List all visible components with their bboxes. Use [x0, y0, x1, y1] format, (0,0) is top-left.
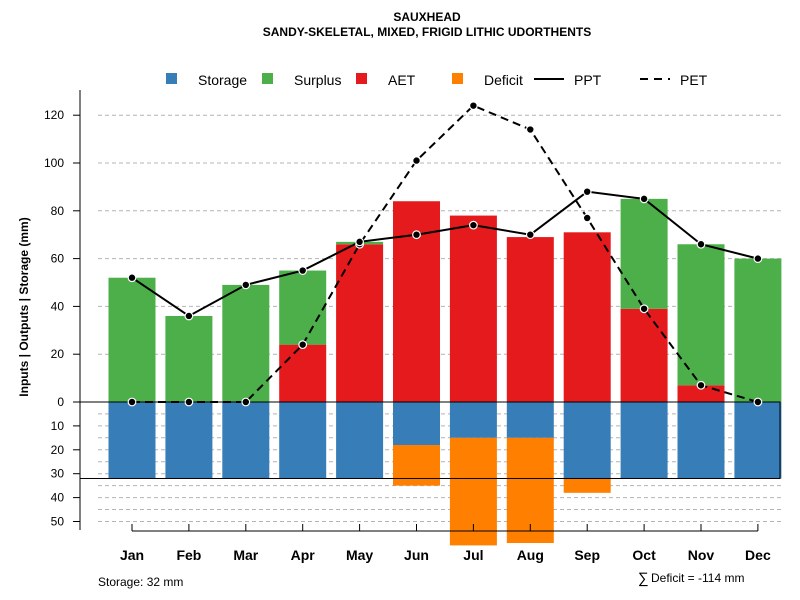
surplus-bar: [222, 284, 270, 402]
legend-swatch-surplus: [262, 73, 273, 84]
x-tick-label: Feb: [176, 547, 201, 563]
ppt-line: [131, 190, 759, 318]
aet-bar: [506, 237, 554, 402]
sum-icon: ∑: [638, 570, 649, 587]
storage-bar: [677, 402, 725, 479]
legend-swatch-aet: [356, 73, 367, 84]
aet-bar: [620, 308, 668, 402]
storage-bar: [449, 402, 497, 438]
storage-bar: [222, 402, 270, 479]
deficit-note: Deficit = -114 mm: [651, 571, 744, 585]
x-tick-label: May: [346, 547, 373, 563]
storage-bar: [165, 402, 213, 479]
legend-label-surplus: Surplus: [294, 72, 341, 88]
chart-legend: Storage Surplus AET Deficit PPT PET: [166, 72, 708, 88]
x-tick-label: Aug: [517, 547, 544, 563]
y-tick-label: 100: [44, 156, 64, 170]
ppt-point: [469, 220, 478, 230]
pet-point: [639, 304, 649, 314]
deficit-bar: [563, 478, 611, 493]
storage-bar: [563, 402, 611, 479]
aet-bar: [279, 344, 327, 402]
surplus-bar: [279, 270, 327, 345]
aet-bar: [563, 232, 611, 402]
storage-bar: [620, 402, 668, 479]
pet-line: [132, 104, 759, 403]
pet-point: [525, 125, 535, 134]
lines-group: [127, 101, 763, 407]
storage-note: Storage: 32 mm: [98, 575, 183, 589]
ppt-point: [355, 237, 365, 247]
x-tick-label: Nov: [688, 547, 715, 563]
ppt-point: [127, 273, 137, 283]
legend-label-aet: AET: [388, 72, 416, 88]
ppt-point: [525, 230, 535, 240]
chart-title: SAUXHEAD: [393, 10, 461, 24]
axes-group: 0 20 40 60 80 100 120 10 20 30 40 50 Jan Feb Mar Apr May…: [44, 90, 781, 563]
y-tick-label: 60: [51, 252, 65, 266]
y-tick-label: 80: [51, 204, 65, 218]
legend-label-deficit: Deficit: [484, 72, 523, 88]
y-tick-label: 40: [51, 491, 65, 505]
storage-bar: [393, 402, 440, 446]
deficit-bar: [393, 445, 440, 486]
storage-bar: [108, 402, 156, 479]
y-tick-label: 30: [51, 467, 65, 481]
x-tick-label: Jan: [120, 547, 144, 563]
surplus-bar: [734, 258, 782, 402]
y-tick-label: 20: [51, 443, 65, 457]
y-tick-label: 20: [51, 347, 65, 361]
pet-point: [753, 397, 763, 407]
bars-group: [108, 198, 782, 546]
surplus-bar: [677, 244, 725, 386]
legend-swatch-storage: [166, 73, 177, 84]
y-axis-label: Inputs | Outputs | Storage (mm): [17, 217, 31, 396]
pet-point: [469, 101, 478, 111]
surplus-bar: [108, 277, 156, 402]
storage-bar: [506, 402, 554, 438]
y-tick-label: 0: [57, 395, 64, 409]
x-tick-label: Dec: [745, 547, 771, 563]
y-tick-label: 120: [44, 108, 64, 122]
legend-label-storage: Storage: [198, 72, 247, 88]
y-tick-label: 10: [51, 419, 65, 433]
surplus-bar: [165, 315, 213, 402]
storage-bar: [734, 402, 782, 479]
pet-point: [241, 397, 251, 407]
ppt-point: [753, 254, 763, 264]
storage-bar: [336, 402, 384, 479]
storage-bar: [279, 402, 327, 479]
x-tick-label: Jul: [463, 547, 483, 563]
ppt-point: [184, 311, 194, 321]
legend-label-ppt: PPT: [574, 72, 602, 88]
ppt-point: [696, 239, 706, 249]
x-tick-label: Oct: [632, 547, 656, 563]
surplus-bar: [620, 198, 668, 309]
x-tick-label: Jun: [404, 547, 429, 563]
pet-point: [298, 340, 308, 350]
pet-point: [412, 156, 421, 166]
legend-label-pet: PET: [680, 72, 708, 88]
x-tick-label: Mar: [233, 547, 258, 563]
legend-swatch-deficit: [452, 73, 463, 84]
y-tick-label: 40: [51, 299, 65, 313]
ppt-point: [639, 194, 649, 204]
pet-point: [696, 380, 706, 390]
aet-bar: [449, 215, 497, 402]
ppt-point: [241, 280, 251, 290]
aet-bar: [336, 244, 384, 402]
x-tick-label: Apr: [291, 547, 316, 563]
pet-point: [184, 397, 194, 407]
y-tick-label: 50: [51, 515, 65, 529]
ppt-point: [582, 187, 592, 197]
ppt-point: [298, 266, 308, 275]
ppt-point: [412, 230, 421, 240]
pet-point: [127, 397, 137, 407]
x-tick-label: Sep: [574, 547, 600, 563]
chart-subtitle: SANDY-SKELETAL, MIXED, FRIGID LITHIC UDO…: [263, 25, 591, 39]
pet-point: [582, 213, 592, 223]
